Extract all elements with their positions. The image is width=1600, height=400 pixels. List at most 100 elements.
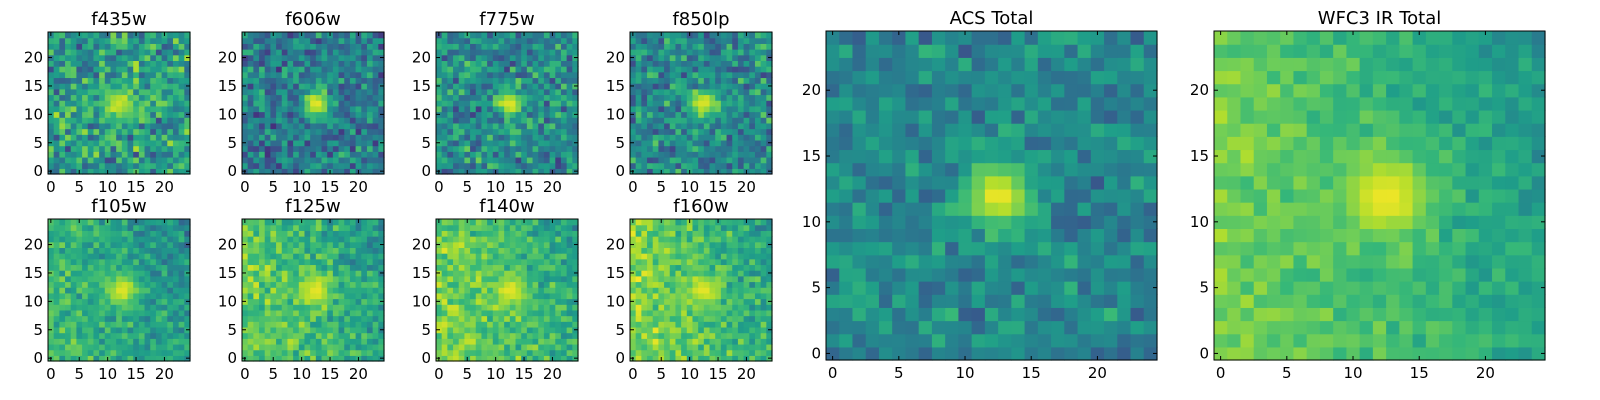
heatmap-cell [321,117,328,124]
heatmap-cell [270,162,277,169]
heatmap-cell [892,320,907,335]
heatmap-cell [464,304,471,311]
heatmap-cell [287,270,294,277]
heatmap-cell [178,309,185,317]
heatmap-cell [754,60,762,67]
heatmap-cell [65,117,72,124]
heatmap-cell [1024,254,1039,269]
heatmap-cell [538,105,545,113]
heatmap-cell [720,66,728,73]
x-tick-label: 10 [680,178,699,196]
heatmap-cell [464,349,471,356]
heatmap-cell [65,54,72,61]
heatmap-cell [971,241,986,256]
heatmap-cell [361,117,368,124]
heatmap-cell [492,315,500,322]
heatmap-cell [515,309,522,317]
heatmap-cell [532,111,539,118]
heatmap-cell [487,321,494,328]
heatmap-cell [1077,136,1092,151]
heatmap-cell [458,54,465,61]
heatmap-cell [48,60,55,67]
heatmap-cell [138,343,146,351]
heatmap-cell [116,332,123,339]
heatmap-cell [971,281,986,295]
heatmap-cell [378,117,385,124]
heatmap-cell [743,100,750,107]
heatmap-cell [754,77,762,84]
heatmap-cell [53,77,60,84]
heatmap-cell [270,100,277,107]
heatmap-cell [470,60,477,67]
heatmap-cell [110,332,117,339]
heatmap-cell [1130,70,1145,85]
heatmap-cell [82,304,89,311]
heatmap-cell [110,134,117,141]
heatmap-cell [184,219,191,226]
heatmap-cell [647,100,654,107]
heatmap-cell [378,145,385,152]
heatmap-cell [65,355,72,362]
heatmap-cell [281,241,289,248]
heatmap-cell [48,275,55,283]
heatmap-cell [549,287,556,294]
x-tick-label: 20 [349,178,368,196]
heatmap-cell [1104,162,1118,177]
y-tick-label: 10 [218,292,237,310]
heatmap-cell [498,298,505,305]
heatmap-cell [361,105,368,113]
heatmap-cell [549,298,556,305]
heatmap-cell [293,343,300,351]
heatmap-cell [475,309,483,317]
heatmap-cell [53,230,60,237]
heatmap-cell [658,105,665,113]
heatmap-cell [332,355,340,362]
heatmap-cell [703,43,711,50]
heatmap-cell [549,60,556,67]
heatmap-cell [515,355,522,362]
heatmap-cell [150,162,157,169]
heatmap-cell [470,287,477,294]
heatmap-cell [1117,70,1132,85]
heatmap-cell [652,156,659,164]
heatmap-cell [560,71,568,79]
heatmap-cell [1051,136,1065,151]
heatmap-cell [59,321,66,328]
heatmap-cell [698,122,705,130]
heatmap-cell [538,304,545,311]
heatmap-cell [127,281,134,288]
heatmap-cell [144,281,151,288]
heatmap-cell [264,258,271,266]
heatmap-cell [104,117,112,124]
heatmap-cell [372,287,379,294]
heatmap-cell [172,292,180,300]
heatmap-cell [743,122,750,130]
heatmap-cell [99,309,106,317]
heatmap-cell [344,168,351,175]
heatmap-cell [686,88,694,96]
heatmap-cell [686,151,694,158]
heatmap-cell [104,134,112,141]
heatmap-cell [293,219,300,226]
heatmap-cell [172,105,180,113]
heatmap-cell [481,168,488,175]
heatmap-cell [715,151,722,158]
heatmap-cell [509,332,517,339]
heatmap-cell [361,94,368,101]
heatmap-cell [1117,136,1132,151]
heatmap-cell [116,253,123,260]
heatmap-cell [59,60,66,67]
heatmap-cell [133,236,140,243]
heatmap-cell [184,281,191,288]
heatmap-cell [298,100,306,107]
heatmap-cell [293,253,300,260]
heatmap-cell [48,49,55,56]
heatmap-cell [310,309,317,317]
heatmap-cell [161,139,168,147]
heatmap-cell [878,149,893,164]
heatmap-cell [133,88,140,96]
heatmap-cell [481,43,488,50]
heatmap-cell [338,270,345,277]
heatmap-cell [344,156,351,164]
heatmap-cell [658,60,665,67]
